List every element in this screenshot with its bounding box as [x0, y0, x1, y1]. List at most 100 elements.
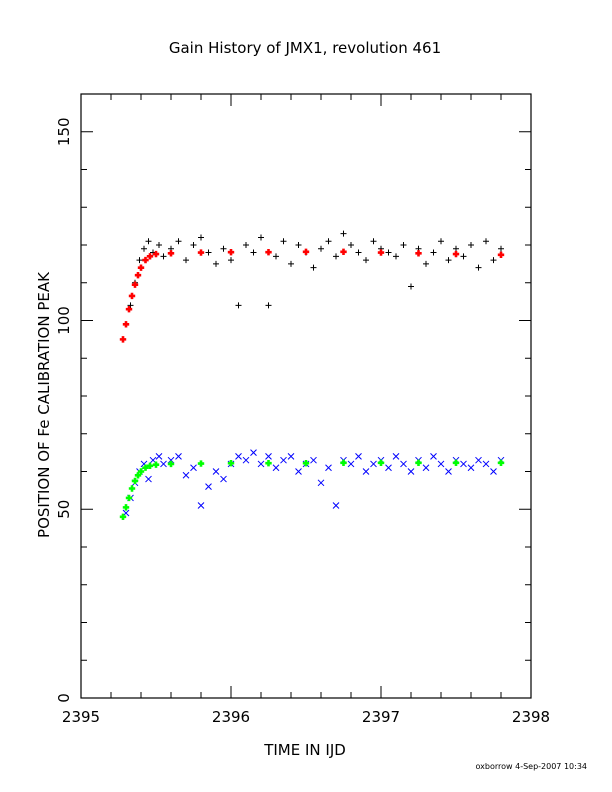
data-point: [265, 453, 272, 460]
data-point: [452, 250, 460, 258]
x-axis-ticks: [80, 94, 532, 698]
data-point: [228, 257, 234, 264]
data-point: [318, 245, 324, 252]
data-point: [142, 464, 149, 471]
data-point: [362, 468, 370, 475]
data-point: [272, 464, 280, 472]
data-point: [145, 475, 152, 483]
data-point: [227, 248, 235, 256]
data-point: [183, 257, 189, 264]
data-point: [160, 460, 167, 468]
data-point: [119, 336, 127, 343]
data-point: [325, 238, 332, 245]
chart-title: Gain History of JMX1, revolution 461: [169, 39, 441, 57]
data-point: [483, 238, 489, 245]
data-point: [152, 250, 160, 258]
data-point: [250, 449, 257, 456]
data-point: [119, 513, 127, 520]
x-tick-label: 2397: [362, 708, 400, 726]
data-point: [156, 242, 162, 248]
data-point: [415, 459, 422, 467]
data-point: [205, 483, 212, 490]
data-point: [332, 502, 340, 509]
data-point: [190, 464, 197, 472]
data-point: [131, 281, 139, 288]
data-point: [482, 460, 490, 468]
data-point: [497, 459, 505, 467]
data-point: [167, 250, 175, 257]
y-axis-ticks: [81, 93, 531, 699]
data-point: [295, 468, 302, 475]
data-point: [347, 460, 355, 468]
data-point: [498, 245, 504, 252]
data-point: [325, 464, 332, 472]
data-point: [385, 464, 392, 472]
data-point: [131, 477, 139, 485]
data-point: [430, 453, 437, 460]
data-point: [160, 253, 167, 260]
data-point: [122, 321, 130, 328]
data-point: [145, 238, 152, 245]
data-point: [227, 459, 235, 467]
plot-frame: [80, 93, 532, 699]
data-point: [167, 456, 175, 464]
data-point: [212, 468, 220, 475]
data-point: [452, 459, 460, 467]
data-point: [445, 257, 452, 264]
data-point: [235, 453, 242, 460]
data-point: [128, 292, 136, 300]
data-point: [122, 504, 130, 511]
y-tick-label: 100: [55, 306, 73, 335]
data-point: [302, 459, 310, 467]
x-tick-label: 2398: [512, 708, 550, 726]
data-point: [453, 245, 459, 252]
y-axis-label: POSITION OF Fe CALIBRATION PEAK: [35, 271, 53, 538]
data-point: [242, 456, 250, 464]
data-point: [475, 264, 482, 271]
data-point: [142, 256, 149, 264]
footer-stamp: oxborrow 4-Sep-2007 10:34: [476, 762, 588, 771]
data-point: [134, 272, 142, 279]
data-point: [265, 248, 272, 256]
data-point: [490, 257, 497, 264]
data-point: [392, 453, 400, 460]
data-point: [136, 257, 143, 264]
data-point: [175, 453, 182, 460]
data-point: [377, 249, 385, 256]
data-point: [127, 302, 134, 309]
data-point: [475, 456, 482, 464]
y-tick-label: 150: [55, 117, 73, 146]
data-point: [280, 238, 287, 245]
data-point: [197, 502, 205, 509]
data-point: [400, 460, 407, 468]
data-point: [137, 468, 145, 475]
data-point: [128, 485, 136, 492]
data-point: [258, 234, 264, 241]
data-point: [220, 475, 227, 483]
data-point: [407, 468, 415, 475]
data-point: [175, 238, 182, 245]
data-point: [340, 230, 347, 237]
data-point: [430, 249, 437, 256]
data-point: [141, 245, 147, 252]
data-point: [198, 234, 204, 241]
data-point: [213, 260, 219, 267]
data-point: [468, 242, 474, 248]
data-point: [370, 460, 377, 468]
data-point: [497, 251, 505, 259]
data-point: [134, 472, 142, 479]
data-point: [393, 253, 399, 260]
y-tick-label: 50: [55, 500, 73, 519]
data-point: [287, 453, 295, 460]
data-point: [125, 305, 133, 313]
data-point: [197, 249, 205, 256]
data-point: [250, 249, 257, 256]
data-point: [257, 460, 265, 468]
x-tick-label: 2396: [212, 708, 250, 726]
y-tick-label: 0: [55, 693, 73, 703]
data-point: [355, 249, 362, 256]
data-point: [310, 264, 317, 271]
data-point: [155, 453, 163, 460]
data-point: [288, 260, 294, 267]
data-point: [235, 302, 242, 309]
